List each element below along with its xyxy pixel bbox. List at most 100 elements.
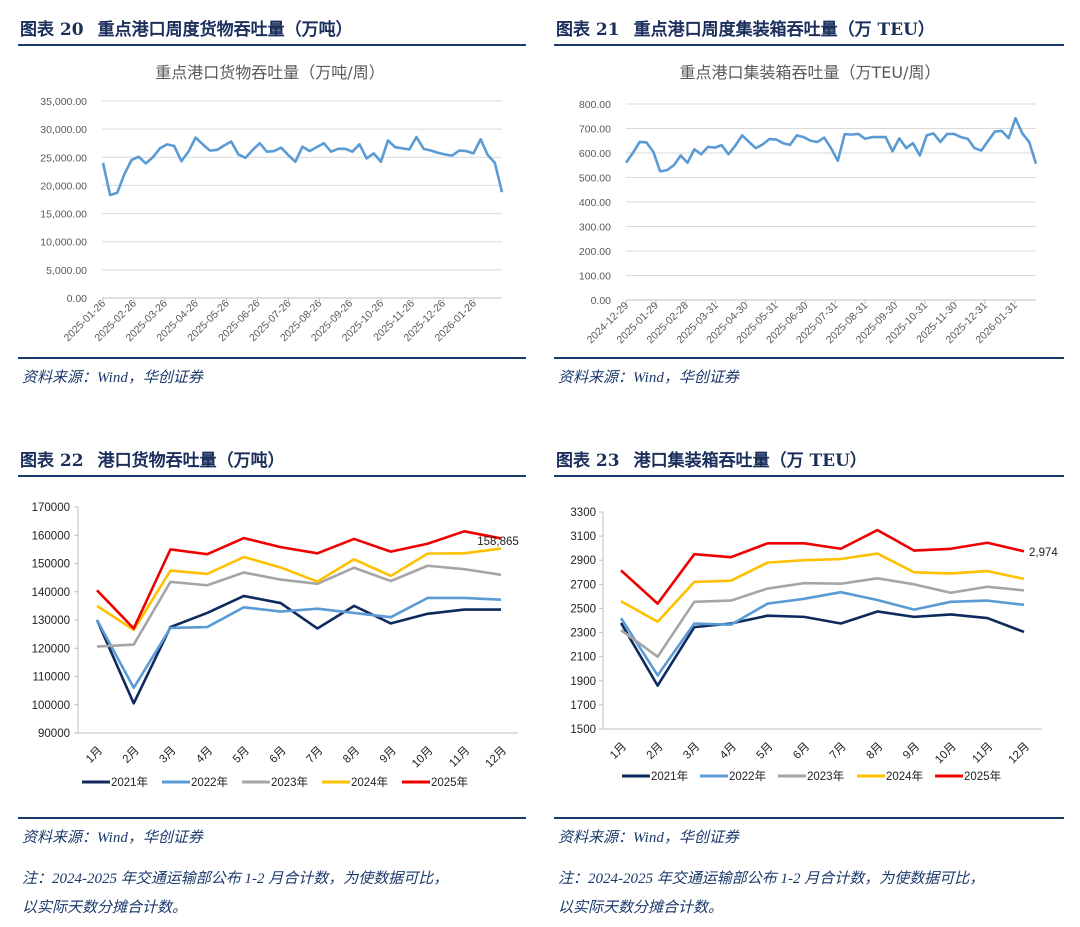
- y-tick-label: 100000: [32, 700, 70, 712]
- figure-title: 重点港口周度集装箱吞吐量（万 TEU）: [633, 20, 935, 40]
- series-line-2022年: [619, 590, 1025, 677]
- source-text: 资料来源：Wind，华创证券: [558, 370, 739, 386]
- y-tick-label: 35,000.00: [40, 96, 87, 108]
- y-tick-label: 1900: [570, 676, 596, 688]
- y-tick-label: 2100: [570, 652, 596, 664]
- legend-label: 2023年: [807, 769, 844, 783]
- y-tick-label: 500.00: [579, 173, 611, 185]
- x-tick-label: 8月: [864, 741, 885, 762]
- y-tick-label: 3300: [570, 507, 596, 519]
- x-tick-label: 7月: [304, 745, 325, 766]
- y-tick-label: 30,000.00: [40, 124, 87, 136]
- note-text: 注：2024-2025 年交通运输部公布 1-2 月合计数，为使数据可比，: [558, 871, 985, 887]
- legend-label: 2023年: [271, 775, 308, 789]
- y-tick-label: 15,000.00: [40, 209, 87, 221]
- x-tick-label: 9月: [378, 745, 399, 766]
- y-tick-label: 400.00: [579, 197, 611, 209]
- y-tick-label: 10,000.00: [40, 237, 87, 249]
- series-line-2025年: [620, 528, 1025, 605]
- figure-title: 重点港口周度货物吞吐量（万吨）: [97, 20, 353, 40]
- x-tick-label: 6月: [268, 745, 289, 766]
- y-tick-label: 300.00: [579, 222, 611, 234]
- series-line-2021年: [619, 610, 1025, 687]
- x-tick-label: 2月: [645, 741, 666, 762]
- x-tick-label: 8月: [341, 745, 362, 766]
- y-tick-label: 120000: [32, 643, 70, 655]
- source-divider: [18, 817, 526, 819]
- note-text: 注：2024-2025 年交通运输部公布 1-2 月合计数，为使数据可比，: [22, 871, 449, 887]
- y-tick-label: 200.00: [579, 246, 611, 258]
- y-tick-label: 800.00: [579, 99, 611, 111]
- x-tick-label: 1月: [608, 741, 629, 762]
- figure-title: 港口货物吞吐量（万吨）: [97, 451, 285, 471]
- y-tick-label: 5,000.00: [46, 265, 87, 277]
- y-tick-label: 0.00: [67, 293, 88, 305]
- figure-label: 图表 22: [20, 451, 84, 471]
- y-tick-label: 90000: [38, 728, 70, 740]
- y-tick-label: 600.00: [579, 148, 611, 160]
- figure-21-heading: 图表 21 重点港口周度集装箱吞吐量（万 TEU）: [556, 15, 935, 40]
- source-text: 资料来源：Wind，华创证券: [22, 370, 203, 386]
- x-tick-label: 10月: [410, 745, 436, 771]
- heading-divider: [554, 475, 1064, 477]
- legend-label: 2024年: [886, 769, 923, 783]
- source-divider: [554, 817, 1064, 819]
- legend-label: 2022年: [729, 769, 766, 783]
- figure-label: 图表 23: [556, 451, 620, 471]
- chart-title: 重点港口货物吞吐量（万吨/周）: [155, 63, 384, 82]
- x-tick-label: 12月: [483, 745, 509, 771]
- series-line-2023年: [620, 577, 1025, 658]
- y-tick-label: 2300: [570, 628, 596, 640]
- figure-label: 图表 20: [20, 20, 84, 40]
- x-tick-label: 1月: [84, 745, 105, 766]
- x-tick-label: 11月: [447, 745, 472, 770]
- x-tick-label: 6月: [791, 741, 812, 762]
- legend-label: 2021年: [111, 775, 148, 789]
- series-line-2024年: [96, 547, 502, 632]
- y-tick-label: 2900: [570, 555, 596, 567]
- figure-23-heading: 图表 23 港口集装箱吞吐量（万 TEU）: [556, 446, 867, 471]
- y-tick-label: 150000: [32, 559, 70, 571]
- source-text: 资料来源：Wind，华创证券: [558, 830, 739, 846]
- data-label: 2,974: [1029, 547, 1058, 559]
- figure-20-heading: 图表 20 重点港口周度货物吞吐量（万吨）: [20, 15, 353, 40]
- source-divider: [554, 357, 1064, 359]
- series-line-2022年: [95, 596, 502, 690]
- x-tick-label: 3月: [681, 741, 702, 762]
- y-tick-label: 100.00: [579, 271, 611, 283]
- y-tick-label: 0.00: [591, 295, 612, 307]
- data-label: 158,865: [477, 536, 519, 548]
- note-text: 以实际天数分摊合计数。: [22, 900, 188, 916]
- y-tick-label: 25,000.00: [40, 152, 87, 164]
- y-tick-label: 2700: [570, 579, 596, 591]
- x-tick-label: 4月: [718, 741, 739, 762]
- x-tick-label: 5月: [231, 745, 252, 766]
- y-tick-label: 700.00: [579, 124, 611, 136]
- y-tick-label: 3100: [570, 531, 596, 543]
- series-line: [624, 116, 1038, 173]
- figure-title: 港口集装箱吞吐量（万 TEU）: [633, 451, 867, 471]
- legend-label: 2025年: [431, 775, 468, 789]
- x-tick-label: 11月: [970, 741, 995, 766]
- y-tick-label: 170000: [32, 502, 70, 514]
- heading-divider: [554, 44, 1064, 46]
- y-tick-label: 2500: [570, 603, 596, 615]
- legend-label: 2022年: [191, 775, 228, 789]
- series-line: [101, 135, 504, 197]
- heading-divider: [18, 475, 526, 477]
- x-tick-label: 9月: [901, 741, 922, 762]
- note-text: 以实际天数分摊合计数。: [558, 900, 724, 916]
- x-tick-label: 7月: [828, 741, 849, 762]
- y-tick-label: 140000: [32, 587, 70, 599]
- x-tick-label: 5月: [755, 741, 776, 762]
- y-tick-label: 20,000.00: [40, 180, 87, 192]
- legend-label: 2025年: [964, 769, 1001, 783]
- x-tick-label: 4月: [194, 745, 215, 766]
- x-tick-label: 2月: [121, 745, 142, 766]
- source-text: 资料来源：Wind，华创证券: [22, 830, 203, 846]
- x-tick-label: 10月: [933, 741, 959, 767]
- chart-title: 重点港口集装箱吞吐量（万TEU/周）: [680, 63, 941, 82]
- y-tick-label: 130000: [32, 615, 70, 627]
- y-tick-label: 110000: [32, 672, 70, 684]
